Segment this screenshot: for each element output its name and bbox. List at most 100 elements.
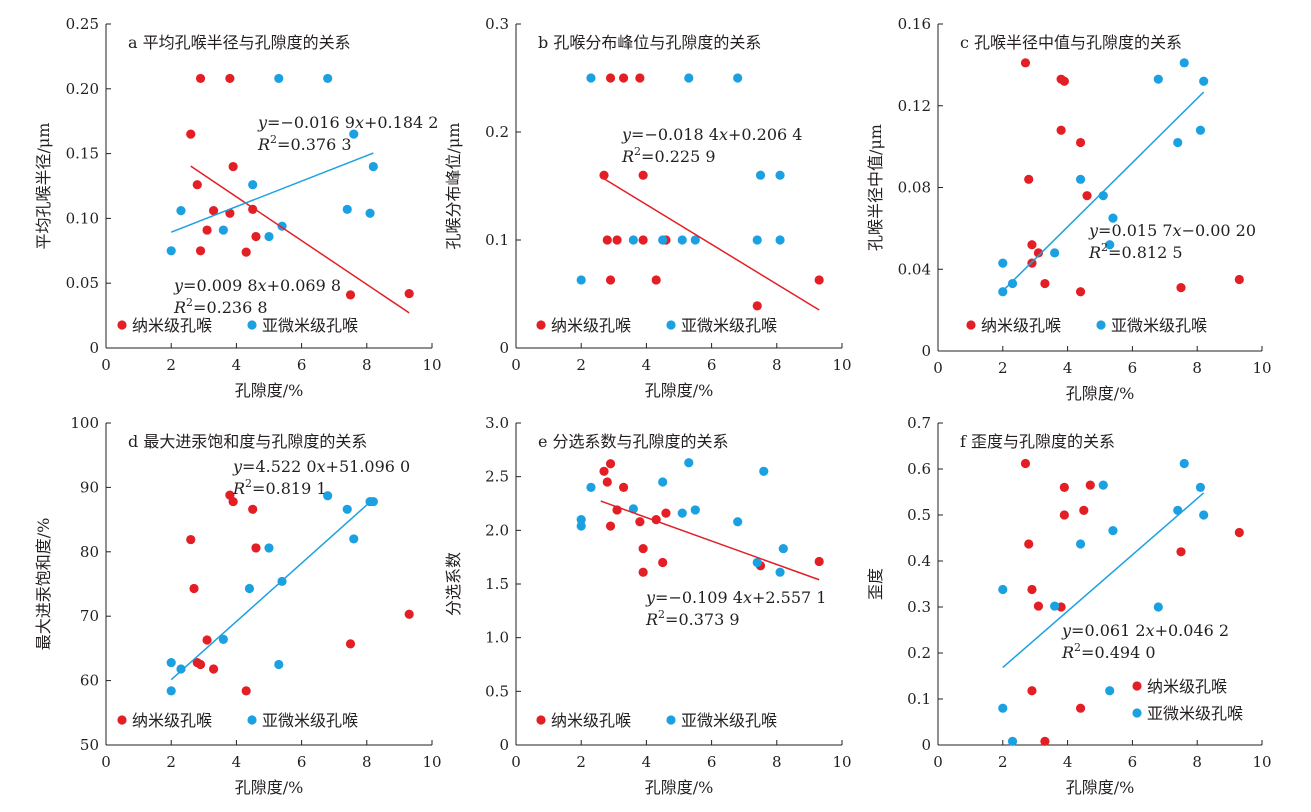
- legend: 纳米级孔喉 亚微米级孔喉: [117, 316, 358, 335]
- x-tick-label: 0: [511, 753, 521, 771]
- chart-panel-b: 0 2 4 6 8 10 0 0.1 0.2 0.3 孔隙度/% 孔喉分布峰位/μm b 孔喉分布峰位与…: [444, 15, 852, 400]
- y-tick-label: 0.2: [485, 123, 509, 141]
- submicron-trend-line: [170, 498, 374, 681]
- submicron-point: [342, 504, 352, 514]
- legend-label: 亚微米级孔喉: [1111, 316, 1207, 335]
- chart-panel-c: 0 2 4 6 8 10 0 0.04 0.08 0.12 0.16 孔隙度/% 孔喉半径中值/μm c …: [866, 15, 1272, 403]
- nano-point: [1059, 482, 1069, 492]
- submicron-point: [218, 634, 228, 644]
- y-tick-label: 0.1: [907, 690, 931, 708]
- nano-r-squared: R2=0.376 3: [257, 133, 352, 154]
- submicron-point: [342, 204, 352, 214]
- submicron-point: [1179, 458, 1189, 469]
- x-tick-label: 8: [362, 753, 372, 771]
- nano-point: [605, 459, 616, 469]
- nano-point: [248, 504, 258, 514]
- nano-point: [202, 225, 212, 235]
- submicron-point: [998, 703, 1008, 713]
- nano-point: [612, 235, 622, 245]
- x-tick-label: 6: [707, 753, 717, 771]
- legend-label: 纳米级孔喉: [1147, 677, 1227, 696]
- submicron-point: [218, 225, 228, 235]
- y-tick-label: 0.12: [898, 97, 931, 115]
- nano-point: [1059, 76, 1069, 86]
- submicron-point: [1105, 686, 1115, 696]
- x-tick-label: 8: [772, 753, 782, 771]
- y-tick-label: 0.1: [485, 231, 509, 249]
- submicron-point: [998, 258, 1008, 268]
- submicron-point: [248, 180, 258, 190]
- chart-title: e 分选系数与孔隙度的关系: [538, 432, 729, 451]
- chart-title: a 平均孔喉半径与孔隙度的关系: [128, 33, 351, 52]
- x-tick-label: 4: [232, 356, 242, 374]
- x-tick-label: 2: [166, 356, 176, 374]
- submicron-point: [628, 504, 638, 514]
- y-tick-label: 1.0: [485, 629, 509, 647]
- y-tick-label: 0: [499, 339, 509, 357]
- y-tick-label: 0: [921, 342, 931, 360]
- nano-point: [345, 290, 356, 300]
- nano-point: [1024, 174, 1034, 184]
- submicron-point: [733, 517, 743, 527]
- legend-label: 亚微米级孔喉: [262, 316, 358, 335]
- y-tick-label: 0.3: [907, 598, 931, 616]
- y-tick-label: 3.0: [485, 414, 509, 432]
- submicron-point: [323, 491, 333, 501]
- nano-point: [192, 180, 202, 190]
- legend-marker: [247, 320, 257, 330]
- nano-point: [241, 686, 251, 696]
- nano-point: [638, 567, 648, 577]
- x-tick-label: 6: [707, 356, 717, 374]
- x-tick-label: 8: [772, 356, 782, 374]
- legend: 纳米级孔喉 亚微米级孔喉: [966, 316, 1207, 335]
- x-axis-label: 孔隙度/%: [235, 778, 304, 797]
- nano-point: [345, 639, 356, 649]
- nano-trend-line: [600, 500, 820, 581]
- x-tick-label: 8: [1192, 359, 1202, 377]
- submicron-point: [1153, 602, 1163, 612]
- nano-point: [1027, 240, 1037, 250]
- x-tick-label: 10: [832, 356, 851, 374]
- submicron-point: [684, 458, 694, 468]
- nano-point: [228, 161, 238, 172]
- x-tick-label: 4: [642, 356, 652, 374]
- chart-panel-d: 0 2 4 6 8 10 50 60 70 80 90 100 孔隙度/% 最大进汞饱和度/% d 最大进汞…: [34, 414, 442, 797]
- nano-point: [251, 543, 261, 553]
- legend-label: 纳米级孔喉: [551, 711, 631, 730]
- x-tick-label: 0: [511, 356, 521, 374]
- submicron-point: [323, 73, 333, 84]
- y-tick-label: 0.05: [66, 274, 99, 292]
- submicron-regression-equation: y=0.015 7x−0.00 20: [1088, 221, 1256, 240]
- x-tick-label: 6: [297, 356, 307, 374]
- y-tick-label: 0.5: [485, 682, 509, 700]
- x-tick-label: 10: [422, 753, 441, 771]
- nano-point: [752, 301, 762, 311]
- nano-point: [602, 477, 612, 487]
- x-axis-label: 孔隙度/%: [1066, 384, 1135, 403]
- submicron-point: [733, 73, 743, 83]
- nano-regression-equation: y=−0.109 4x+2.557 1: [645, 588, 826, 607]
- x-tick-label: 4: [642, 753, 652, 771]
- submicron-point: [755, 170, 766, 180]
- submicron-point: [365, 208, 375, 218]
- nano-point: [1082, 191, 1092, 201]
- legend-label: 纳米级孔喉: [132, 316, 212, 335]
- submicron-point: [586, 482, 596, 492]
- submicron-point: [1108, 213, 1118, 223]
- x-tick-label: 0: [101, 753, 111, 771]
- y-axis-label: 歪度: [866, 568, 885, 600]
- submicron-point: [998, 584, 1008, 595]
- y-axis-label: 孔喉分布峰位/μm: [444, 123, 463, 250]
- legend: 纳米级孔喉 亚微米级孔喉: [536, 316, 777, 335]
- y-tick-label: 70: [80, 607, 99, 625]
- nano-point: [658, 557, 668, 568]
- legend-marker: [117, 715, 127, 725]
- legend-label: 纳米级孔喉: [132, 711, 212, 730]
- nano-point: [599, 466, 609, 476]
- x-tick-label: 8: [1192, 753, 1202, 771]
- nano-point: [1234, 527, 1244, 538]
- y-tick-label: 50: [80, 736, 99, 754]
- nano-point: [1027, 584, 1037, 595]
